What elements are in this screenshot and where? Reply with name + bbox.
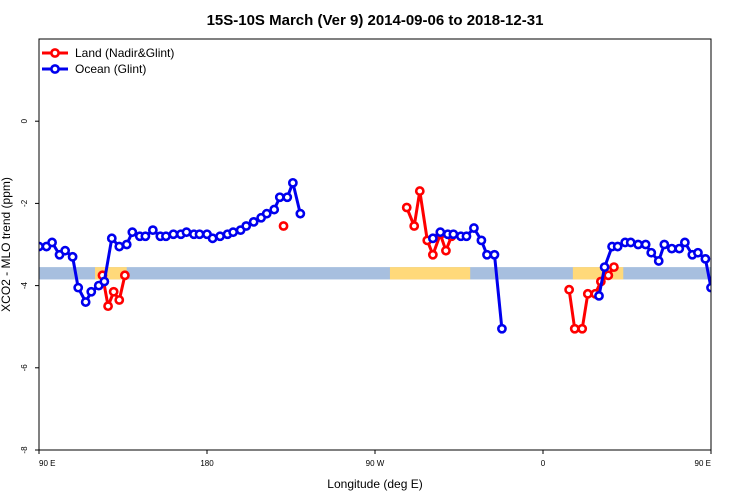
series-0-point bbox=[427, 249, 438, 260]
series-1-point bbox=[295, 208, 306, 219]
series-1-point bbox=[435, 227, 446, 238]
series-1-point bbox=[287, 177, 298, 188]
series-1-point bbox=[60, 245, 71, 256]
series-1-point bbox=[666, 243, 677, 254]
series-1-point bbox=[700, 253, 711, 264]
series-0-point bbox=[441, 245, 451, 256]
series-1-point bbox=[114, 241, 125, 252]
band-ocean bbox=[39, 267, 711, 280]
series-0-point bbox=[603, 270, 614, 281]
legend-marker-0 bbox=[50, 48, 60, 58]
series-1-point bbox=[679, 237, 690, 248]
series-0-point bbox=[114, 295, 125, 305]
series-1-point bbox=[168, 229, 179, 240]
series-1-point bbox=[497, 323, 507, 334]
x-axis-label: Longitude (deg E) bbox=[327, 477, 422, 491]
series-1-point bbox=[228, 227, 239, 238]
series-1-point bbox=[713, 298, 720, 305]
series-1-point bbox=[594, 290, 604, 301]
series-1-point bbox=[127, 227, 138, 238]
series-1-point bbox=[646, 247, 657, 258]
band-land-1 bbox=[389, 267, 471, 280]
series-1-point bbox=[469, 223, 479, 233]
series-1-point bbox=[215, 231, 225, 242]
series-1-point bbox=[99, 276, 110, 287]
series-layer bbox=[39, 177, 748, 334]
series-1-point bbox=[140, 231, 151, 242]
series-0-point bbox=[577, 323, 588, 334]
series-1-point bbox=[241, 221, 252, 231]
x-tick-label: 0 bbox=[541, 459, 546, 468]
series-1-point bbox=[261, 208, 272, 219]
series-1-point bbox=[80, 297, 91, 307]
x-tick-label: 180 bbox=[200, 459, 214, 468]
series-1-point bbox=[693, 247, 703, 258]
x-tick-label: 90 E bbox=[39, 459, 55, 468]
surface-band bbox=[39, 267, 711, 280]
legend-label-1: Ocean (Glint) bbox=[75, 62, 146, 76]
series-1-point bbox=[106, 233, 117, 244]
series-0-point bbox=[401, 202, 412, 213]
series-1-point bbox=[121, 239, 132, 250]
series-1-point bbox=[659, 239, 670, 250]
series-1-point bbox=[461, 231, 472, 242]
chart-title: 15S-10S March (Ver 9) 2014-09-06 to 2018… bbox=[207, 12, 544, 29]
series-0-point bbox=[582, 288, 593, 299]
series-1-point bbox=[674, 243, 685, 254]
series-1-point bbox=[633, 239, 644, 250]
series-0-point bbox=[609, 262, 619, 273]
y-tick-label: -8 bbox=[20, 446, 29, 454]
legend-marker-1 bbox=[50, 64, 60, 74]
y-tick-label: -4 bbox=[20, 281, 29, 289]
y-axis-label: XCO2 - MLO trend (ppm) bbox=[0, 177, 13, 312]
series-0-point bbox=[103, 301, 113, 312]
y-tick-label: -2 bbox=[20, 199, 29, 207]
series-1-point bbox=[73, 282, 84, 293]
series-0-point bbox=[569, 323, 580, 334]
x-tick-label: 90 W bbox=[366, 459, 385, 468]
series-1-point bbox=[147, 225, 158, 236]
legend-label-0: Land (Nadir&Glint) bbox=[75, 46, 174, 60]
series-1-point bbox=[194, 229, 205, 240]
series-1-point bbox=[181, 227, 192, 238]
series-1-point bbox=[640, 239, 651, 250]
series-1-point bbox=[482, 249, 492, 260]
series-1-point bbox=[734, 278, 741, 285]
series-1-point bbox=[161, 231, 171, 242]
series-1-point bbox=[720, 288, 727, 295]
series-1-point bbox=[248, 216, 259, 227]
series-1-point bbox=[741, 235, 748, 242]
series-1-point bbox=[207, 233, 218, 244]
series-0-point bbox=[278, 221, 289, 231]
series-1-point bbox=[476, 235, 487, 246]
legend: Land (Nadir&Glint) Ocean (Glint) bbox=[42, 46, 174, 76]
y-tick-label: -6 bbox=[20, 364, 29, 372]
series-1-point bbox=[282, 192, 293, 203]
series-1-point bbox=[86, 286, 97, 297]
x-tick-label: 90 E bbox=[695, 459, 711, 468]
series-1-point bbox=[612, 241, 623, 252]
series-1-point bbox=[653, 256, 664, 266]
series-1-point bbox=[47, 237, 57, 248]
series-0-point bbox=[414, 186, 425, 196]
series-1-point bbox=[728, 282, 735, 289]
series-1-point bbox=[274, 192, 285, 203]
series-1-point bbox=[448, 229, 459, 240]
series-0-point bbox=[108, 286, 119, 297]
series-1-point bbox=[599, 262, 610, 273]
series-0-point bbox=[119, 270, 130, 281]
series-1-point bbox=[427, 233, 438, 244]
series-1-point bbox=[269, 204, 280, 215]
series-1-point bbox=[67, 251, 78, 262]
axes: 90 E 180 90 W 0 90 E 0 -2 -4 -6 -8 bbox=[20, 118, 712, 468]
y-tick-label: 0 bbox=[20, 118, 29, 123]
series-1-point bbox=[625, 237, 636, 248]
series-1-point bbox=[706, 282, 711, 293]
series-0-point bbox=[564, 284, 575, 295]
series-0-point bbox=[409, 221, 420, 231]
series-1-point bbox=[489, 249, 500, 260]
